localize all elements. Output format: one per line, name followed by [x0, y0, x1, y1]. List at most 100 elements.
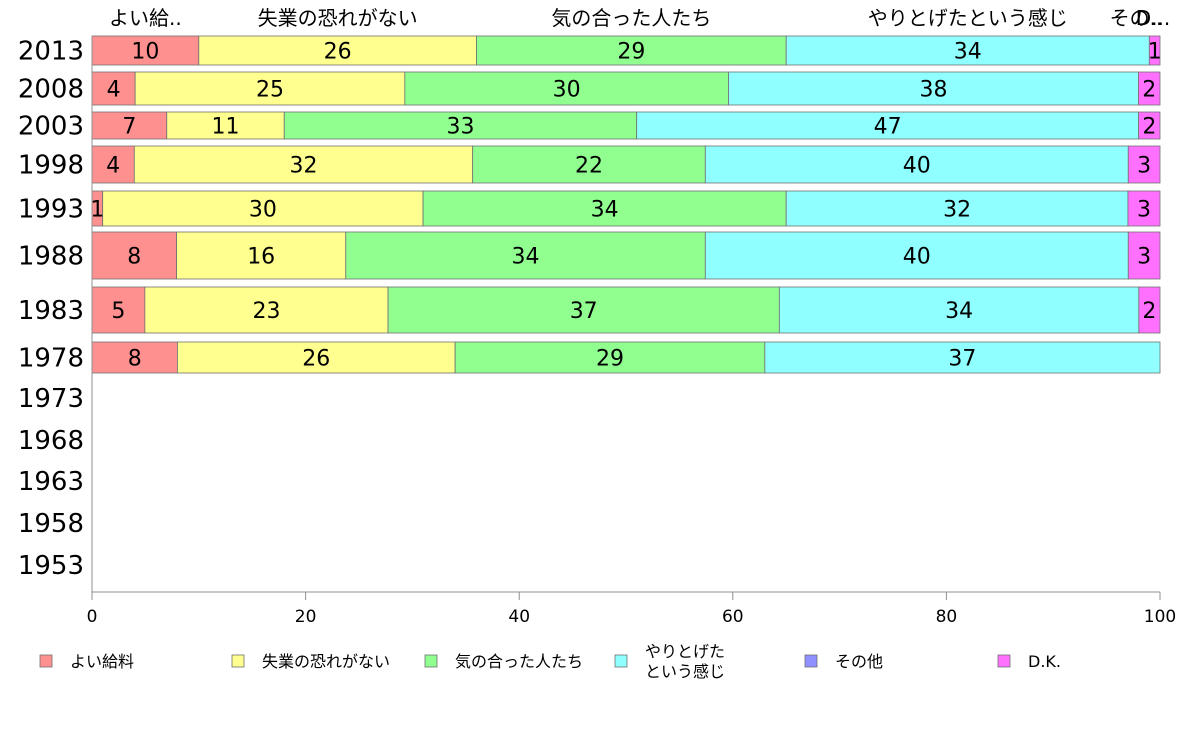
x-tick-label-60: 60 — [722, 607, 744, 627]
category-header-1: 失業の恐れがない — [258, 6, 418, 30]
data-label-2008-3: 38 — [919, 78, 947, 103]
bar-segment-2003-2 — [283, 111, 638, 140]
year-label-1953: 1953 — [18, 551, 84, 581]
bar-segment-1983-5 — [1138, 286, 1161, 334]
data-label-2003-0: 7 — [122, 115, 136, 140]
legend-label-3-1: という感じ — [645, 662, 725, 681]
year-labels: 2013 2008 2003 1998 1993 1988 1983 1978 1973 1968… — [18, 37, 84, 582]
bar-segment-2008-1 — [134, 71, 406, 106]
data-label-1988-2: 34 — [512, 245, 540, 270]
data-label-1993-2: 34 — [591, 198, 619, 223]
bar-segment-1993-1 — [102, 190, 424, 227]
legend-label-5: D.K. — [1028, 652, 1061, 671]
legend-swatch-0 — [39, 654, 53, 668]
bar-segment-1998-3 — [704, 145, 1129, 184]
data-label-1978-1: 26 — [302, 347, 330, 372]
bar-segment-1993-3 — [785, 190, 1129, 227]
bar-segment-2003-5 — [1138, 111, 1161, 140]
bar-segment-2003-1 — [166, 111, 285, 140]
data-label-1983-0: 5 — [111, 299, 125, 324]
data-label-1978-2: 29 — [596, 347, 624, 372]
x-tick-label-40: 40 — [508, 607, 530, 627]
x-axis: 0 20 40 60 80 100 — [87, 36, 1176, 627]
bar-segment-1998-5 — [1127, 145, 1161, 184]
data-label-1993-0: 1 — [90, 198, 104, 223]
legend-swatch-1 — [231, 654, 245, 668]
bar-segment-2013-1 — [198, 35, 477, 66]
year-label-2013: 2013 — [18, 37, 84, 67]
year-label-1998: 1998 — [18, 151, 84, 181]
data-label-2003-5: 2 — [1142, 115, 1156, 140]
bar-segment-1998-0 — [91, 145, 135, 184]
data-label-2008-2: 30 — [553, 78, 581, 103]
year-label-1993: 1993 — [18, 195, 84, 225]
data-label-1988-3: 40 — [903, 245, 931, 270]
data-label-1988-1: 16 — [247, 245, 275, 270]
data-label-1993-5: 3 — [1137, 198, 1151, 223]
data-label-1983-1: 23 — [252, 299, 280, 324]
bar-segment-2013-3 — [785, 35, 1150, 66]
category-header-labels: よい給.. 失業の恐れがない 気の合った人たち やりとげたという感じ その..D... — [109, 6, 1170, 30]
year-label-2008: 2008 — [18, 75, 84, 105]
bar-segment-1983-1 — [144, 286, 389, 334]
bar-segment-1978-1 — [177, 341, 456, 374]
data-label-2003-3: 47 — [874, 115, 902, 140]
bar-segment-1993-5 — [1127, 190, 1161, 227]
legend-label-0: よい給料 — [70, 652, 134, 671]
bar-segment-2013-0 — [91, 35, 200, 66]
legend: よい給料 失業の恐れがない 気の合った人たち やりとげたという感じ その他 D.K. — [39, 642, 1061, 681]
data-label-1998-0: 4 — [106, 154, 120, 179]
year-label-1963: 1963 — [18, 467, 84, 497]
data-label-1993-3: 32 — [943, 198, 971, 223]
year-label-2003: 2003 — [18, 112, 84, 142]
legend-swatch-2 — [424, 654, 438, 668]
year-label-1978: 1978 — [18, 344, 84, 374]
legend-label-4: その他 — [835, 652, 883, 671]
bar-segment-1993-2 — [422, 190, 787, 227]
data-label-1998-5: 3 — [1137, 154, 1151, 179]
data-label-2013-3: 34 — [954, 40, 982, 65]
legend-swatch-5 — [997, 654, 1011, 668]
data-label-2008-5: 2 — [1142, 78, 1156, 103]
bar-segment-2013-2 — [476, 35, 787, 66]
legend-swatch-3 — [614, 654, 628, 668]
bar-segment-1978-0 — [91, 341, 178, 374]
bar-segment-2013-5 — [1148, 35, 1161, 66]
year-label-1988: 1988 — [18, 242, 84, 272]
bar-segment-1983-2 — [387, 286, 780, 334]
data-label-2008-1: 25 — [256, 78, 284, 103]
bar-segment-1978-3 — [764, 341, 1161, 374]
x-tick-label-0: 0 — [87, 607, 98, 627]
bar-segment-2008-2 — [404, 71, 729, 106]
bar-segment-1983-0 — [91, 286, 146, 334]
bar-segment-2008-0 — [91, 71, 136, 106]
data-label-1988-5: 3 — [1137, 245, 1151, 270]
data-label-2008-0: 4 — [107, 78, 121, 103]
category-header-0: よい給.. — [109, 6, 182, 30]
data-label-1998-3: 40 — [903, 154, 931, 179]
data-label-1993-1: 30 — [249, 198, 277, 223]
x-tick-label-80: 80 — [936, 607, 958, 627]
bar-segment-1988-1 — [176, 231, 347, 280]
bars-group: 10 26 29 34 14 25 30 38 27 11 33 47 24 32 22 40 31 30 34 32… — [90, 35, 1162, 374]
data-label-1998-2: 22 — [575, 154, 603, 179]
legend-swatch-4 — [804, 654, 818, 668]
bar-segment-1983-3 — [778, 286, 1140, 334]
category-header-2: 気の合った人たち — [551, 6, 711, 30]
legend-label-2: 気の合った人たち — [455, 652, 583, 671]
x-tick-label-100: 100 — [1144, 607, 1176, 627]
bar-segment-2008-5 — [1138, 71, 1161, 106]
bar-segment-2008-3 — [728, 71, 1139, 106]
bar-segment-1998-2 — [472, 145, 706, 184]
data-label-2013-1: 26 — [324, 40, 352, 65]
year-label-1968: 1968 — [18, 426, 84, 456]
category-header-5: D... — [1136, 6, 1170, 30]
bar-segment-1988-2 — [345, 231, 706, 280]
bar-segment-1988-3 — [704, 231, 1129, 280]
year-label-1958: 1958 — [18, 509, 84, 539]
year-label-1973: 1973 — [18, 384, 84, 414]
data-label-2013-2: 29 — [617, 40, 645, 65]
bar-segment-1978-2 — [454, 341, 766, 374]
bar-segment-1988-5 — [1127, 231, 1161, 280]
